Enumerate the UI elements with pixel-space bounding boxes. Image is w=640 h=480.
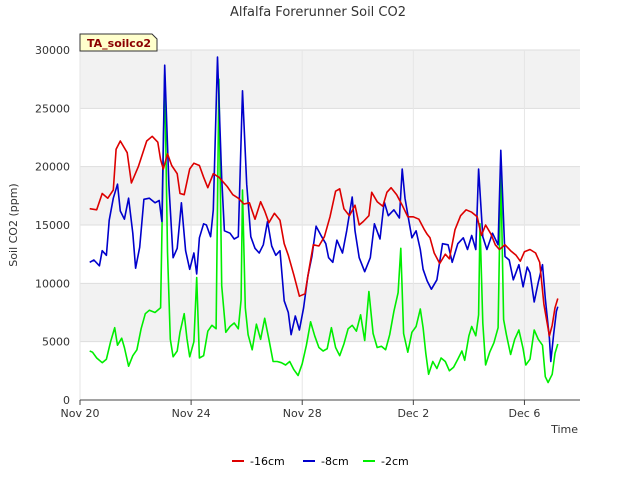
x-tick-label: Nov 20 [61, 407, 100, 420]
legend-label: -16cm [250, 455, 285, 468]
y-tick-label: 15000 [35, 219, 70, 232]
series-line--8cm [89, 56, 559, 363]
legend-label: -2cm [381, 455, 409, 468]
badge-label: TA_soilco2 [87, 37, 151, 50]
x-tick-label: Dec 6 [509, 407, 541, 420]
y-tick-label: 20000 [35, 161, 70, 174]
chart-title: Alfalfa Forerunner Soil CO2 [230, 5, 406, 20]
y-tick-label: 30000 [35, 44, 70, 57]
badge-box [79, 33, 158, 52]
background-bands [80, 50, 580, 342]
y-axis-label: Soil CO2 (ppm) [7, 183, 20, 266]
y-tick-label: 0 [63, 394, 70, 407]
y-tick-label: 10000 [35, 277, 70, 290]
x-tick-label: Nov 28 [283, 407, 322, 420]
x-axis-label: Time [550, 423, 578, 436]
band [80, 50, 580, 109]
series-lines [89, 56, 559, 384]
series-line--16cm [89, 135, 559, 337]
y-tick-labels: 0 5000 10000 15000 20000 25000 30000 [35, 44, 70, 407]
x-tick-label: Dec 2 [397, 407, 429, 420]
y-tick-label: 5000 [42, 336, 70, 349]
x-tick-labels: Nov 20 Nov 24 Nov 28 Dec 2 Dec 6 [61, 400, 541, 420]
series-line--2cm [89, 73, 559, 384]
y-tick-label: 25000 [35, 102, 70, 115]
dataset-badge: TA_soilco2 [79, 33, 158, 52]
x-tick-label: Nov 24 [172, 407, 211, 420]
legend: -16cm -8cm -2cm [232, 455, 409, 468]
legend-label: -8cm [321, 455, 349, 468]
